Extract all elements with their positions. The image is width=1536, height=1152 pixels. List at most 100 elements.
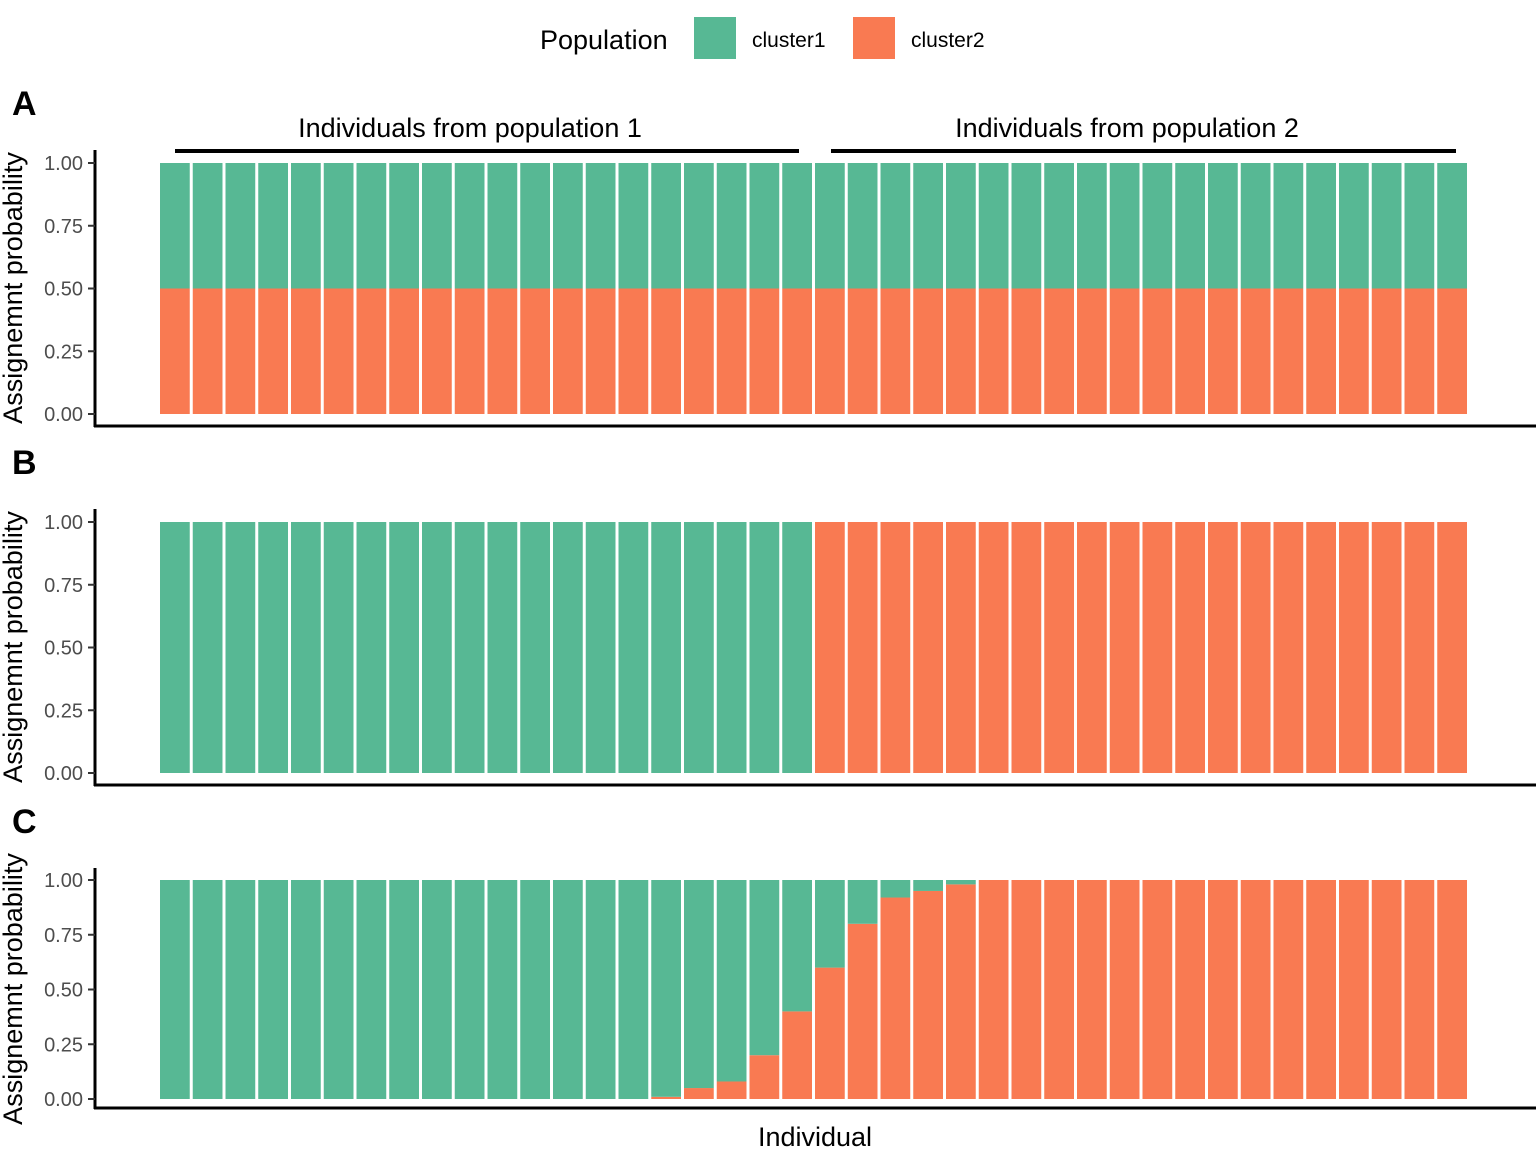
bar-a-cluster2-28 [1044,288,1074,414]
bar-b-cluster2-38 [1371,522,1402,773]
bar-b-cluster1-2 [192,522,223,773]
bar-c-cluster1-2 [192,880,223,1099]
bar-a-cluster1-16 [651,163,681,289]
bar-b-cluster1-18 [716,522,747,773]
y-tick-label-b: 0.00 [44,763,83,785]
x-axis-title: Individual [758,1122,872,1152]
bar-c-cluster1-18 [716,880,747,1082]
bar-b-cluster2-28 [1044,522,1074,773]
bar-c-cluster2-26 [978,880,1009,1099]
y-axis-title-c: Assignemnt probability [0,853,28,1125]
y-tick-label-c: 0.50 [44,980,83,1002]
bar-a-cluster2-16 [651,288,681,414]
bar-c-cluster2-27 [1011,880,1042,1099]
panel-a: 0.00 0.25 0.50 0.75 1.00 [44,150,1536,428]
bar-c-cluster2-25 [946,884,976,1099]
bar-a-cluster1-14 [585,163,616,289]
bar-c-cluster1-9 [422,880,452,1099]
bar-c-cluster2-31 [1142,880,1173,1099]
y-tick-label-b: 1.00 [44,512,83,534]
bar-b-cluster2-31 [1142,522,1173,773]
bar-c-cluster2-32 [1175,880,1205,1099]
bar-c-cluster2-17 [684,1088,714,1099]
bar-c-cluster1-5 [291,880,321,1099]
bar-a-cluster1-13 [553,163,583,289]
bar-b-cluster1-9 [422,522,452,773]
bar-c-cluster2-21 [815,967,845,1099]
panel-label-a: A [12,85,37,123]
bar-b-cluster1-20 [782,522,812,773]
bar-a-cluster1-18 [716,163,747,289]
y-tick-label-c: 0.75 [44,925,83,947]
panel-c: 0.00 0.25 0.50 0.75 1.00 [44,868,1536,1111]
bar-a-cluster2-13 [553,288,583,414]
bar-a-cluster2-26 [978,288,1009,414]
legend: Population cluster1 cluster2 [540,17,985,59]
bar-a-cluster2-5 [291,288,321,414]
bar-a-cluster1-3 [225,163,256,289]
bar-a-cluster1-19 [749,163,780,289]
bar-b-cluster1-5 [291,522,321,773]
group-label-population-2: Individuals from population 2 [955,113,1299,143]
bar-b-cluster1-11 [487,522,518,773]
bar-a-cluster2-38 [1371,288,1402,414]
bar-a-cluster1-2 [192,163,223,289]
bar-a-cluster1-29 [1077,163,1107,289]
bar-b-cluster1-14 [585,522,616,773]
bar-a-cluster1-37 [1339,163,1369,289]
bar-c-cluster1-19 [749,880,780,1056]
bar-a-cluster2-33 [1208,288,1238,414]
bar-a-cluster1-40 [1437,163,1467,289]
bar-a-cluster2-30 [1109,288,1140,414]
bar-a-cluster1-31 [1142,163,1173,289]
bar-a-cluster2-4 [258,288,288,414]
group-label-population-1: Individuals from population 1 [298,113,642,143]
bar-a-cluster1-8 [389,163,419,289]
bar-a-cluster2-39 [1404,288,1435,414]
bar-c-cluster2-39 [1404,880,1435,1099]
bar-a-cluster1-4 [258,163,288,289]
bar-c-cluster2-35 [1273,880,1304,1099]
bar-a-cluster2-24 [913,288,943,414]
bar-c-cluster1-13 [553,880,583,1099]
bar-c-cluster1-22 [847,880,878,924]
bar-a-cluster2-19 [749,288,780,414]
bar-c-cluster2-33 [1208,880,1238,1099]
y-tick-label-b: 0.50 [44,638,83,660]
panel-b: 0.00 0.25 0.50 0.75 1.00 [44,509,1536,787]
bar-a-cluster2-14 [585,288,616,414]
bar-b-cluster2-32 [1175,522,1205,773]
bar-c-cluster1-6 [323,880,354,1099]
bar-b-cluster2-24 [913,522,943,773]
bar-a-cluster2-6 [323,288,354,414]
panel-label-b: B [12,444,37,482]
bar-c-cluster1-10 [454,880,485,1099]
bar-c-cluster2-24 [913,890,943,1099]
bar-a-cluster1-25 [946,163,976,289]
bar-a-cluster2-36 [1306,288,1336,414]
y-tick-label-c: 0.25 [44,1034,83,1056]
bar-c-cluster1-12 [520,880,550,1099]
y-tick-label-a: 0.50 [44,279,83,301]
bar-c-cluster1-20 [782,880,812,1012]
bar-b-cluster1-15 [618,522,649,773]
bar-c-cluster2-34 [1240,880,1271,1099]
bar-a-cluster1-38 [1371,163,1402,289]
bar-a-cluster2-7 [356,288,387,414]
bar-b-cluster2-23 [880,522,911,773]
bar-c-cluster2-22 [847,923,878,1099]
bar-a-cluster2-32 [1175,288,1205,414]
bar-c-cluster1-16 [651,880,681,1097]
bar-b-cluster2-21 [815,522,845,773]
legend-title: Population [540,25,668,55]
bar-a-cluster1-12 [520,163,550,289]
bar-a-cluster2-40 [1437,288,1467,414]
bar-b-cluster1-3 [225,522,256,773]
bar-a-cluster1-35 [1273,163,1304,289]
group-annotations: Individuals from population 1 Individual… [175,113,1456,153]
y-tick-label-a: 0.00 [44,404,83,426]
bar-c-cluster2-37 [1339,880,1369,1099]
bar-c-cluster1-21 [815,880,845,968]
bar-b-cluster2-35 [1273,522,1304,773]
bar-a-cluster1-5 [291,163,321,289]
